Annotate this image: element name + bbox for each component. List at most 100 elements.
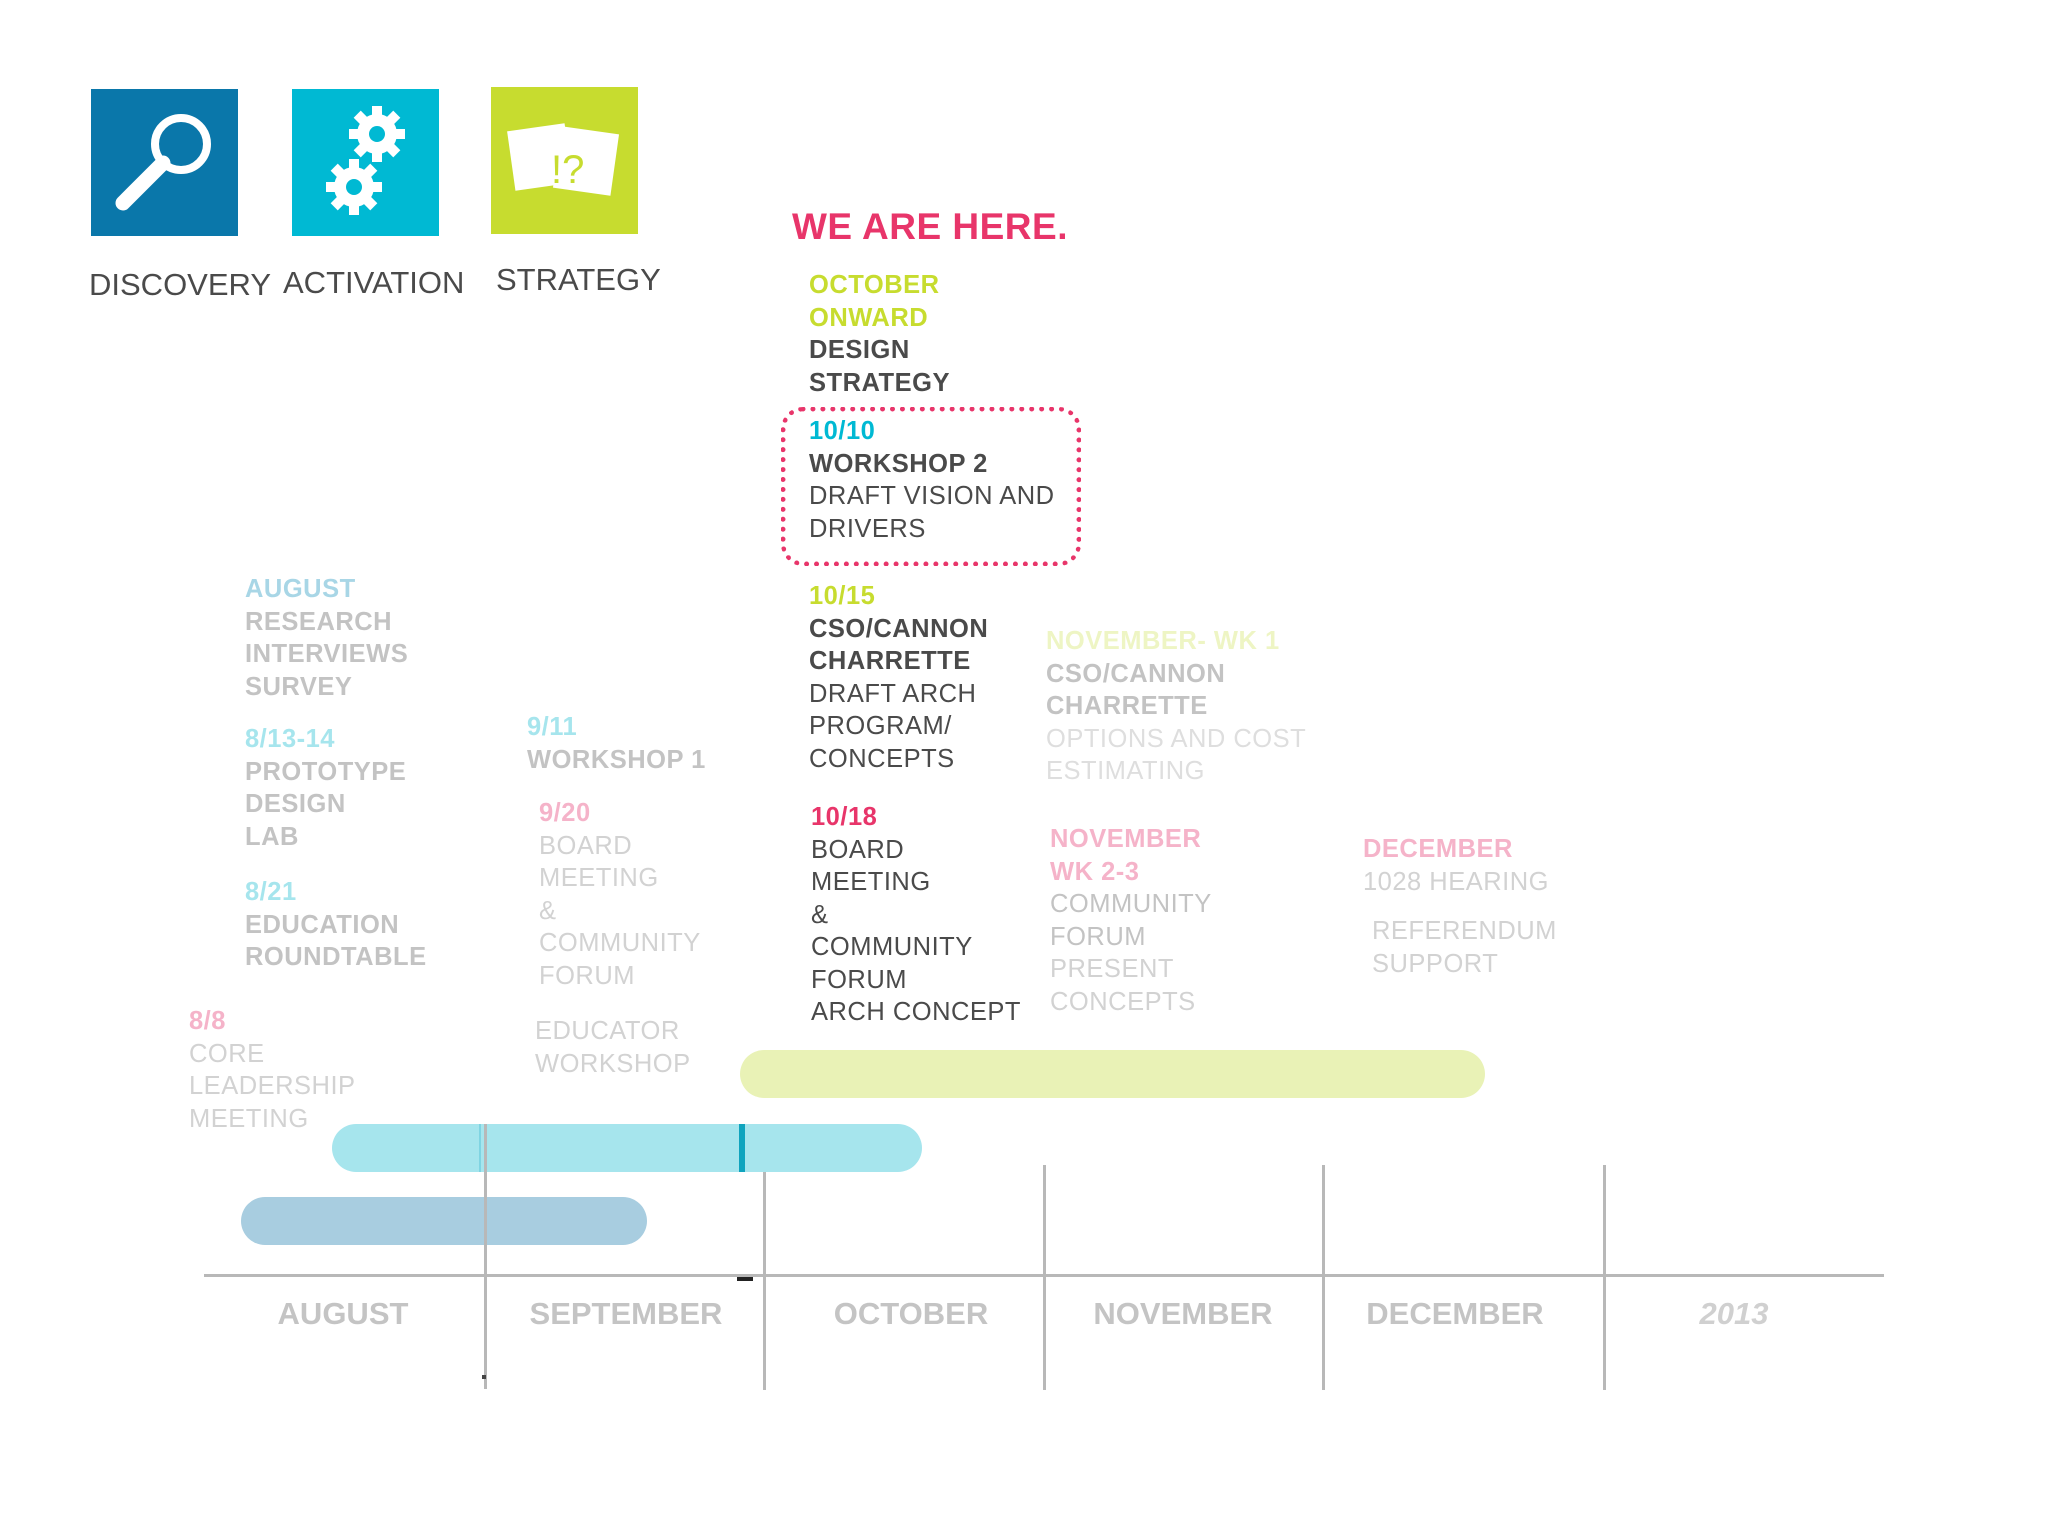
event-detail: CONCEPTS: [1050, 987, 1196, 1016]
event-title: CHARRETTE: [809, 647, 971, 675]
month-label-september: SEPTEMBER: [529, 1296, 723, 1331]
timeline-tick-dash: [482, 1375, 486, 1379]
gears-icon: [326, 106, 405, 215]
event-detail: MEETING: [189, 1104, 309, 1133]
cards-question-icon: !?: [507, 123, 620, 196]
event-community-forum-nov: NOVEMBER WK 2-3 COMMUNITY FORUM PRESENT …: [1050, 823, 1212, 1018]
month-label-december: DECEMBER: [1366, 1296, 1544, 1331]
event-board-meeting-sep: 9/20 BOARD MEETING & COMMUNITY FORUM: [539, 797, 701, 992]
event-title: INTERVIEWS: [245, 640, 409, 668]
event-title: CSO/CANNON: [1046, 659, 1226, 688]
discovery-phase-icon-box: [91, 89, 238, 236]
timeline-tick-dash: [737, 1277, 753, 1281]
event-october-onward: OCTOBER ONWARD DESIGN STRATEGY: [809, 269, 950, 399]
event-cso-charrette-nov: NOVEMBER- WK 1 CSO/CANNON CHARRETTE OPTI…: [1046, 625, 1306, 788]
event-title: WORKSHOP 2: [809, 449, 988, 478]
event-title: DESIGN: [809, 336, 910, 364]
phase-label-strategy: STRATEGY: [496, 262, 661, 297]
we-are-here-heading: WE ARE HERE.: [792, 206, 1068, 247]
activation-phase-icon-box: [292, 89, 439, 236]
event-date: DECEMBER: [1363, 835, 1513, 863]
event-detail: BOARD: [811, 835, 905, 864]
magnifier-icon: [115, 114, 211, 211]
event-title: DESIGN: [245, 790, 346, 818]
discovery-phase-bar: [241, 1197, 647, 1245]
event-title: STRATEGY: [809, 368, 950, 397]
strategy-phase-bar: [740, 1050, 1485, 1098]
event-detail: ARCH CONCEPT: [811, 998, 1022, 1026]
event-detail: DRAFT ARCH: [809, 679, 977, 708]
event-detail: 1028 HEARING: [1363, 867, 1549, 896]
event-detail: COMMUNITY: [1050, 890, 1212, 918]
timeline-divider: [1603, 1165, 1606, 1390]
event-detail: ESTIMATING: [1046, 757, 1205, 785]
event-detail: CORE: [189, 1039, 265, 1068]
event-workshop-1: 9/11 WORKSHOP 1: [527, 711, 706, 776]
event-title: SURVEY: [245, 672, 353, 701]
event-august-research: AUGUST RESEARCH INTERVIEWS SURVEY: [245, 573, 408, 703]
event-date: 9/20: [539, 799, 591, 827]
event-title: ROUNDTABLE: [245, 943, 427, 971]
activation-bar-marker: [479, 1124, 481, 1172]
month-label-october: OCTOBER: [833, 1296, 989, 1331]
strategy-phase-icon-box: !?: [491, 87, 638, 234]
event-detail: OPTIONS AND COST: [1046, 724, 1307, 753]
current-event-highlight: [781, 407, 1081, 566]
month-label-november: NOVEMBER: [1093, 1296, 1273, 1331]
event-date: ONWARD: [809, 303, 929, 332]
event-detail: EDUCATOR: [535, 1017, 680, 1045]
event-detail: CONCEPTS: [809, 744, 955, 773]
event-december-hearing: DECEMBER 1028 HEARING: [1363, 833, 1549, 898]
event-detail: PROGRAM/: [809, 712, 952, 740]
event-detail: LEADERSHIP: [189, 1072, 356, 1100]
timeline-divider: [763, 1172, 766, 1390]
event-title: WORKSHOP 1: [527, 745, 706, 774]
activation-bar-marker-strong: [739, 1124, 745, 1172]
event-date: 8/8: [189, 1007, 226, 1035]
event-education-roundtable: 8/21 EDUCATION ROUNDTABLE: [245, 876, 427, 974]
event-educator-workshop: EDUCATOR WORKSHOP: [535, 1015, 691, 1080]
event-board-meeting-oct: 10/18 BOARD MEETING & COMMUNITY FORUM AR…: [811, 801, 1021, 1029]
event-prototype-lab: 8/13-14 PROTOTYPE DESIGN LAB: [245, 723, 406, 853]
timeline-divider: [1043, 1165, 1046, 1390]
event-date: 10/15: [809, 582, 876, 610]
event-detail: PRESENT: [1050, 955, 1174, 983]
event-detail: &: [811, 900, 829, 929]
event-referendum-support: REFERENDUM SUPPORT: [1372, 915, 1557, 980]
event-date: OCTOBER: [809, 271, 940, 299]
event-date: NOVEMBER: [1050, 825, 1202, 853]
event-detail: &: [539, 896, 557, 925]
event-date: 9/11: [527, 713, 578, 741]
event-title: LAB: [245, 822, 299, 851]
month-label-august: AUGUST: [277, 1296, 409, 1331]
event-detail: DRAFT VISION AND: [809, 482, 1055, 510]
phase-label-activation: ACTIVATION: [283, 265, 465, 300]
event-detail: MEETING: [539, 864, 659, 892]
event-date: 8/13-14: [245, 725, 335, 753]
event-title: PROTOTYPE: [245, 757, 407, 786]
event-date: 10/10: [809, 417, 876, 445]
event-detail: FORUM: [539, 961, 635, 990]
event-title: CHARRETTE: [1046, 692, 1208, 720]
event-detail: DRIVERS: [809, 514, 926, 543]
event-detail: SUPPORT: [1372, 949, 1499, 978]
strategy-icon-glyph: !?: [551, 148, 584, 192]
phase-label-discovery: DISCOVERY: [89, 267, 272, 302]
event-date: 8/21: [245, 878, 297, 906]
event-title: CSO/CANNON: [809, 614, 989, 643]
year-label-2013: 2013: [1699, 1296, 1769, 1331]
event-date: NOVEMBER- WK 1: [1046, 627, 1280, 655]
activation-phase-bar: [332, 1124, 922, 1172]
event-cso-charrette-oct: 10/15 CSO/CANNON CHARRETTE DRAFT ARCH PR…: [809, 580, 988, 775]
event-title: RESEARCH: [245, 607, 393, 636]
event-detail: MEETING: [811, 868, 931, 896]
event-detail: FORUM: [811, 965, 907, 994]
event-detail: FORUM: [1050, 922, 1146, 951]
timeline-divider: [484, 1124, 487, 1389]
event-detail: WORKSHOP: [535, 1049, 691, 1078]
event-title: EDUCATION: [245, 910, 400, 939]
event-detail: COMMUNITY: [539, 929, 701, 957]
timeline-divider: [1322, 1165, 1325, 1390]
event-core-leadership: 8/8 CORE LEADERSHIP MEETING: [189, 1005, 356, 1135]
event-detail: REFERENDUM: [1372, 917, 1557, 945]
